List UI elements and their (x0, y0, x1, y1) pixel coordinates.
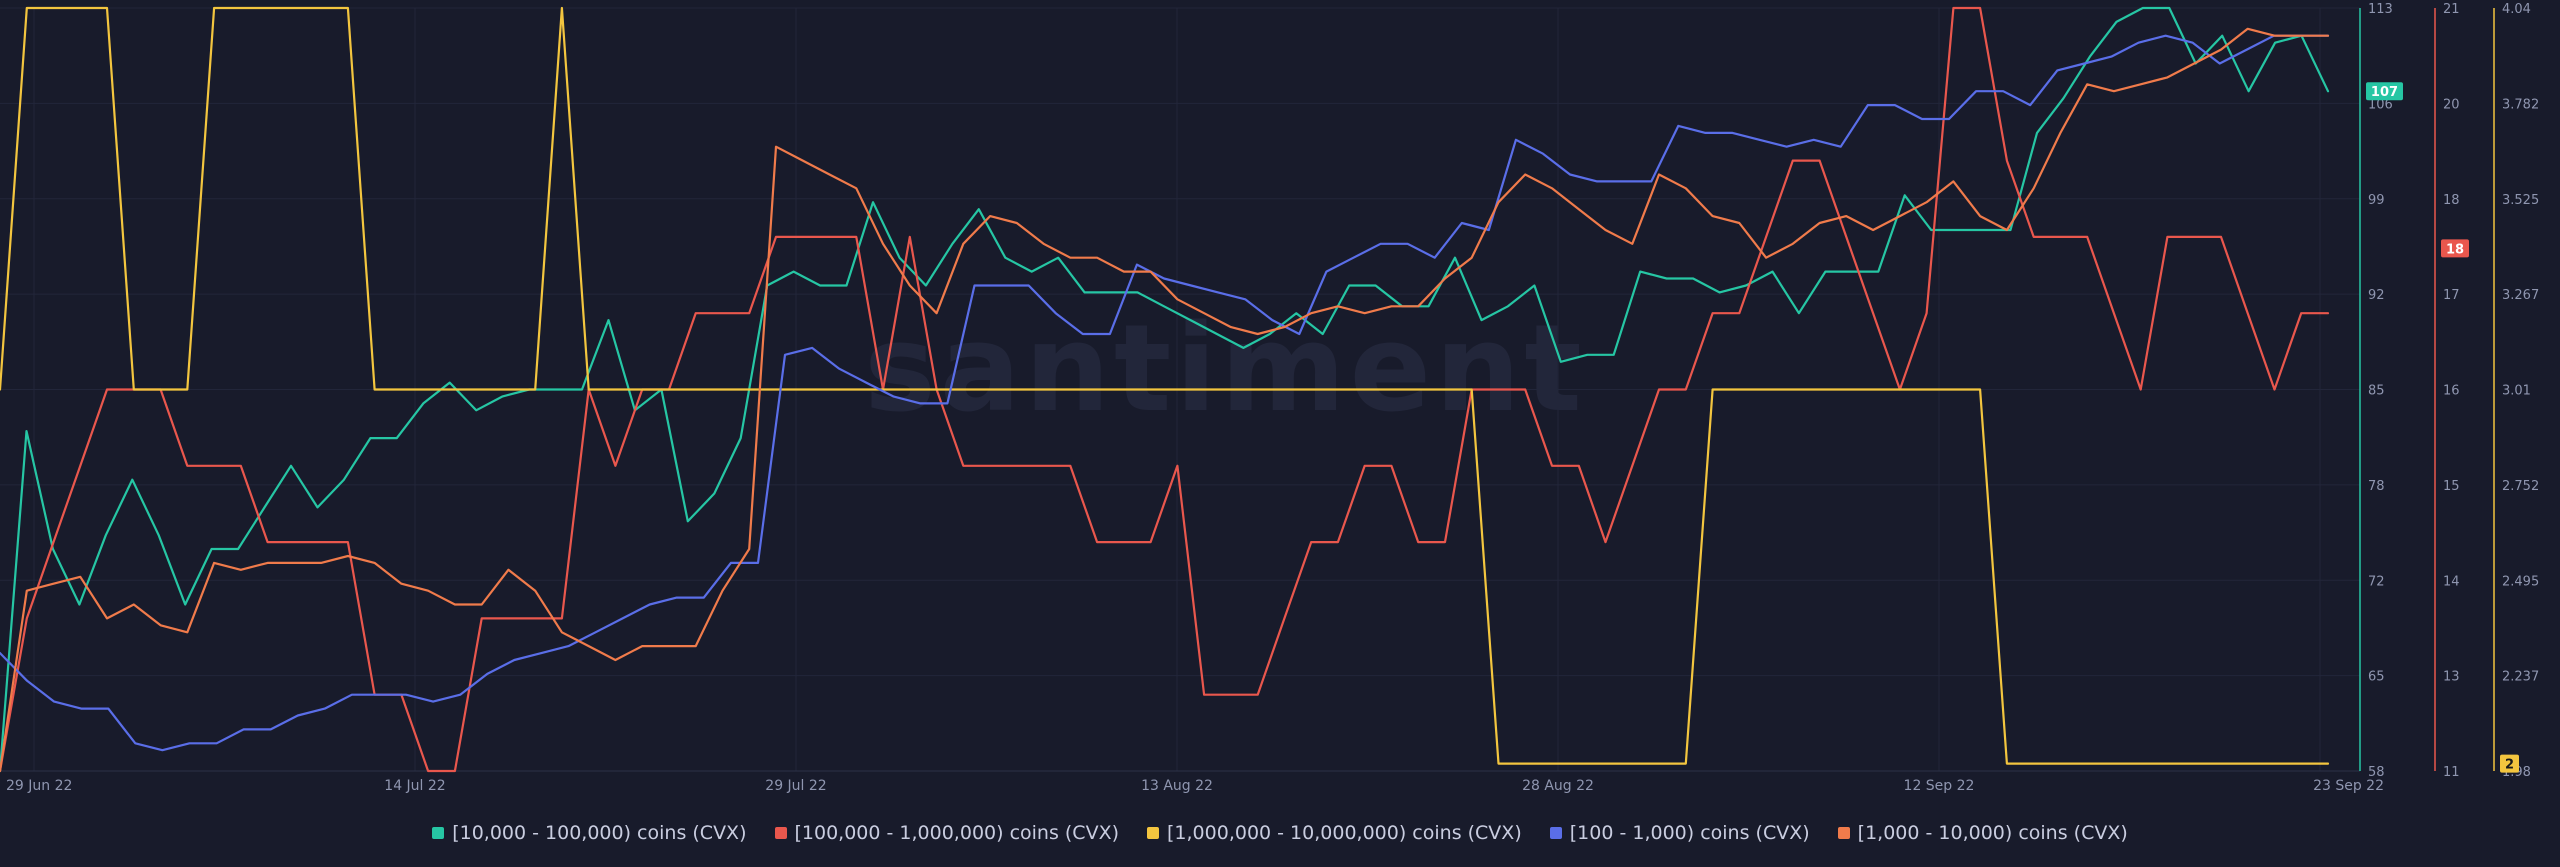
y-axis-badge-label: 18 (2446, 242, 2464, 257)
x-tick-label: 28 Aug 22 (1522, 778, 1594, 794)
legend-label: [10,000 - 100,000) coins (CVX) (452, 822, 747, 844)
y-tick-label: 2.237 (2502, 670, 2539, 685)
legend-item[interactable]: [1,000,000 - 10,000,000) coins (CVX) (1147, 822, 1522, 844)
legend-swatch (1837, 827, 1850, 839)
series-line-1 (0, 6, 2330, 773)
y-tick-label: 106 (2368, 97, 2393, 112)
x-tick-label: 23 Sep 22 (2313, 778, 2384, 794)
y-tick-label: 21 (2443, 2, 2460, 17)
y-tick-label: 3.267 (2502, 288, 2539, 303)
legend-item[interactable]: [10,000 - 100,000) coins (CVX) (432, 822, 747, 844)
santiment-watermark: santiment (864, 300, 1586, 439)
y-tick-label: 92 (2368, 288, 2385, 303)
legend-label: [1,000 - 10,000) coins (CVX) (1857, 822, 2128, 844)
y-tick-label: 65 (2368, 670, 2385, 685)
y-axis-badge-label: 107 (2371, 85, 2398, 100)
series-line-3 (0, 6, 2330, 765)
y-tick-label: 72 (2368, 574, 2385, 589)
legend: [10,000 - 100,000) coins (CVX) [100,000 -… (0, 818, 2560, 848)
y-tick-label: 3.525 (2502, 193, 2539, 208)
series-lines (0, 6, 2330, 773)
y-tick-label: 2.495 (2502, 574, 2539, 589)
y-tick-label: 58 (2368, 765, 2385, 780)
y-tick-label: 14 (2443, 574, 2460, 589)
y-tick-label: 3.01 (2502, 384, 2531, 399)
y-tick-label: 16 (2443, 384, 2460, 399)
y-tick-label: 11 (2443, 765, 2460, 780)
y-axis-badge-label: 2 (2505, 758, 2514, 773)
x-tick-label: 29 Jun 22 (6, 778, 72, 794)
legend-label: [100 - 1,000) coins (CVX) (1569, 822, 1810, 844)
legend-swatch (1549, 827, 1562, 839)
legend-item[interactable]: [100,000 - 1,000,000) coins (CVX) (774, 822, 1120, 844)
series-line-4 (0, 34, 2330, 752)
y-tick-label: 78 (2368, 479, 2385, 494)
y-tick-label: 13 (2443, 670, 2460, 685)
y-axis-badge-1 (2366, 82, 2403, 101)
y-tick-label: 17 (2443, 288, 2460, 303)
y-axes: 113 106 99 92 85 78 72 65 58 107 21 20 18 17 16 15 14 13 1… (2359, 2, 2539, 780)
legend-swatch (432, 827, 445, 839)
y-tick-label: 18 (2443, 193, 2460, 208)
x-tick-label: 12 Sep 22 (1904, 778, 1975, 794)
legend-item[interactable]: [1,000 - 10,000) coins (CVX) (1837, 822, 2128, 844)
legend-label: [1,000,000 - 10,000,000) coins (CVX) (1167, 822, 1522, 844)
y-tick-label: 85 (2368, 384, 2385, 399)
y-tick-label: 3.782 (2502, 97, 2539, 112)
legend-swatch (774, 827, 787, 839)
y-tick-label: 99 (2368, 193, 2385, 208)
series-line-5 (0, 27, 2330, 773)
legend-item[interactable]: [100 - 1,000) coins (CVX) (1549, 822, 1810, 844)
y-tick-label: 20 (2443, 97, 2460, 112)
legend-label: [100,000 - 1,000,000) coins (CVX) (794, 822, 1120, 844)
y-axis-badge-3 (2500, 754, 2519, 773)
legend-swatch (1147, 827, 1160, 839)
y-axis-badge-2 (2441, 239, 2469, 258)
x-tick-label: 13 Aug 22 (1141, 778, 1213, 794)
x-tick-label: 14 Jul 22 (384, 778, 445, 794)
y-tick-label: 113 (2368, 2, 2393, 17)
x-tick-label: 29 Jul 22 (765, 778, 826, 794)
y-tick-label: 4.04 (2502, 2, 2531, 17)
y-tick-label: 15 (2443, 479, 2460, 494)
y-tick-label: 2.752 (2502, 479, 2539, 494)
x-axis: 29 Jun 22 14 Jul 22 29 Jul 22 13 Aug 22 28 A… (6, 778, 2384, 794)
